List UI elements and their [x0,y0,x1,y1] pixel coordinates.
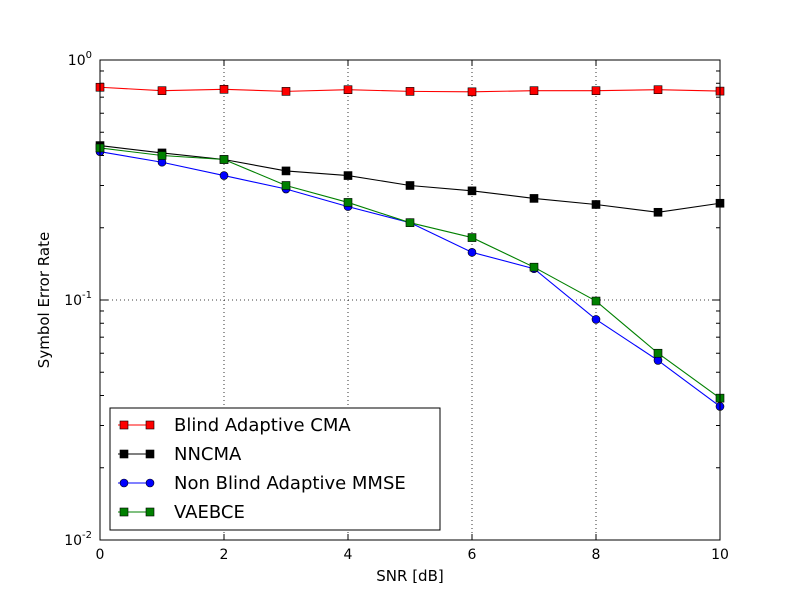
x-tick-label: 6 [468,547,477,563]
legend-marker [145,507,155,517]
data-point [281,166,291,176]
x-tick-label: 4 [344,547,353,563]
data-point [467,248,477,257]
data-point [343,171,353,180]
y-tick-label: 10-2 [64,530,92,549]
axis-ticks: 0 2 4 6 8 10 10-2 10-1 100 [64,50,729,563]
legend-marker [119,420,129,430]
x-tick-label: 2 [220,547,229,563]
data-point [157,86,167,95]
data-point [343,85,353,95]
data-point [281,87,291,96]
data-point [591,86,601,95]
legend-marker [145,449,155,459]
data-point [343,198,353,207]
data-point [529,194,539,203]
data-point [219,84,229,94]
legend-label: Blind Adaptive CMA [174,415,351,436]
data-point [219,171,229,180]
y-axis-label: Symbol Error Rate [35,232,53,368]
data-point [467,233,477,242]
legend-frame [109,407,441,531]
x-tick-label: 8 [592,547,601,563]
data-point [467,87,477,97]
data-point [591,200,601,209]
data-point [591,296,601,306]
data-point [405,218,415,227]
data-point [653,356,663,365]
data-point [405,87,415,96]
data-point [653,207,663,217]
data-point [281,181,291,190]
legend-marker [145,420,155,430]
y-tick-label: 10-1 [64,290,92,309]
x-tick-label: 0 [96,547,105,563]
data-point [591,315,601,324]
data-point [219,155,229,164]
legend-marker [119,449,129,459]
data-point [529,262,539,272]
legend-marker [119,507,129,517]
data-point [467,186,477,196]
legend-label: VAEBCE [174,502,245,523]
data-point [653,85,663,95]
data-point [157,151,167,160]
x-tick-label: 10 [711,547,729,563]
legend: Blind Adaptive CMA NNCMA Non Blind Adaptiv… [109,407,441,531]
legend-marker [119,478,129,488]
data-point [653,348,663,358]
legend-label: Non Blind Adaptive MMSE [174,473,406,494]
x-axis-label: SNR [dB] [376,567,443,585]
data-point [529,86,539,95]
y-tick-label: 100 [68,50,92,69]
data-point [405,181,415,190]
legend-marker [145,478,155,488]
legend-label: NNCMA [174,444,242,465]
